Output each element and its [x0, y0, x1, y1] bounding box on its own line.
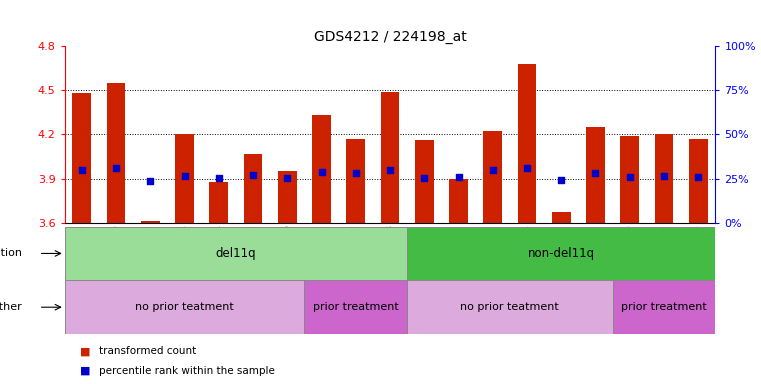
Bar [483, 131, 502, 223]
Point [521, 165, 533, 171]
Bar [141, 221, 160, 223]
Bar [517, 64, 537, 223]
Bar [415, 140, 434, 223]
Bar [689, 139, 708, 223]
Bar [613, 280, 715, 334]
Bar [65, 280, 304, 334]
Bar [65, 227, 407, 280]
Text: genotype/variation: genotype/variation [0, 248, 22, 258]
Bar [175, 134, 194, 223]
Bar [72, 93, 91, 223]
Bar [244, 154, 263, 223]
Bar [449, 179, 468, 223]
Point [693, 174, 705, 180]
Point [487, 167, 499, 174]
Point [282, 175, 294, 181]
Bar [620, 136, 639, 223]
Point [452, 174, 464, 180]
Text: no prior teatment: no prior teatment [460, 302, 559, 312]
Bar [380, 92, 400, 223]
Point [589, 170, 601, 177]
Text: del11q: del11q [215, 247, 256, 260]
Point [247, 172, 259, 178]
Text: other: other [0, 302, 22, 312]
Point [315, 169, 327, 175]
Text: transformed count: transformed count [99, 346, 196, 356]
Bar [209, 182, 228, 223]
Bar [278, 171, 297, 223]
Text: no prior teatment: no prior teatment [135, 302, 234, 312]
Point [419, 175, 431, 181]
Bar [552, 212, 571, 223]
Bar [407, 280, 613, 334]
Bar [586, 127, 605, 223]
Point [555, 177, 567, 183]
Point [349, 170, 362, 177]
Point [212, 175, 225, 181]
Bar [107, 83, 126, 223]
Point [384, 167, 396, 173]
Point [178, 173, 190, 179]
Text: percentile rank within the sample: percentile rank within the sample [99, 366, 275, 376]
Text: prior treatment: prior treatment [621, 302, 707, 312]
Text: ■: ■ [80, 366, 91, 376]
Text: ■: ■ [80, 346, 91, 356]
Text: prior treatment: prior treatment [313, 302, 399, 312]
Bar [304, 280, 407, 334]
Title: GDS4212 / 224198_at: GDS4212 / 224198_at [314, 30, 466, 44]
Point [624, 174, 636, 180]
Point [145, 178, 157, 184]
Bar [407, 227, 715, 280]
Text: non-del11q: non-del11q [527, 247, 595, 260]
Bar [312, 115, 331, 223]
Bar [654, 134, 673, 223]
Bar [346, 139, 365, 223]
Point [658, 173, 670, 179]
Point [110, 164, 123, 170]
Point [76, 167, 88, 173]
